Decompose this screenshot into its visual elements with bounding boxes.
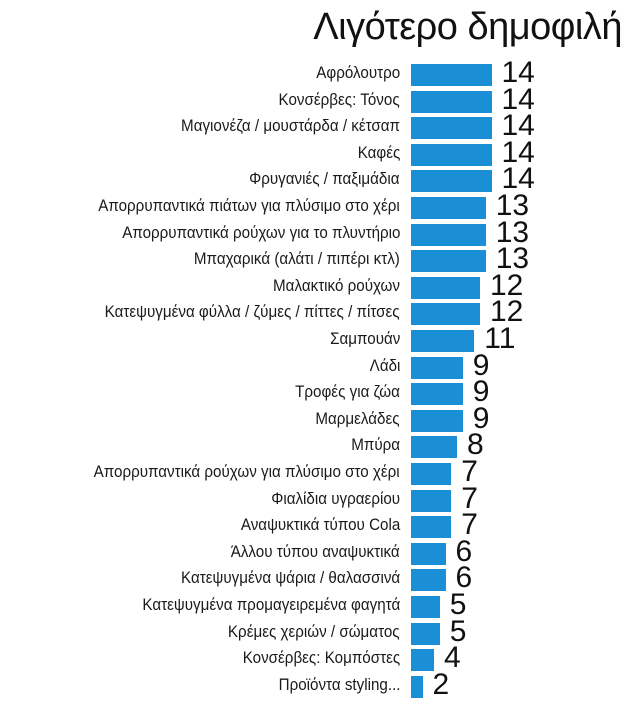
bar-row: Μαλακτικό ρούχων 12 [0, 269, 640, 301]
bar [411, 303, 480, 326]
bar-row: Κατεψυγμένα ψάρια / θαλασσινά 6 [0, 562, 640, 594]
category-label: Αφρόλουτρο [316, 64, 400, 82]
bar-row: Σαμπουάν 11 [0, 323, 640, 355]
bar-row: Αφρόλουτρο 14 [0, 57, 640, 89]
category-label: Λάδι [369, 356, 400, 375]
bar-row: Μπύρα 8 [0, 429, 640, 461]
bar [411, 330, 475, 352]
category-label: Κονσέρβες: Κομπόστες [242, 649, 400, 668]
bar-row: Μαρμελάδες 9 [0, 402, 640, 434]
value-label: 11 [484, 322, 516, 355]
value-label: 9 [472, 401, 490, 435]
value-label: 7 [461, 508, 478, 542]
category-label: Απορρυπαντικά ρούχων για το πλυντήριο [121, 223, 400, 242]
category-label: Φιαλίδια υγραερίου [271, 489, 400, 508]
bar [411, 250, 486, 273]
category-label: Προϊόντα styling... [278, 675, 400, 694]
bar [411, 622, 440, 645]
bar [411, 356, 463, 379]
value-label: 7 [461, 481, 478, 515]
value-label: 9 [472, 348, 490, 382]
bar-row: Μαγιονέζα / μουστάρδα / κέτσαπ 14 [0, 110, 640, 142]
bar [411, 436, 457, 459]
bar [411, 170, 492, 193]
category-label: Μαρμελάδες [315, 409, 400, 428]
bar-row: Προϊόντα styling... 2 [0, 668, 640, 700]
value-label: 14 [501, 162, 535, 196]
value-label: 6 [455, 561, 473, 595]
value-label: 13 [495, 215, 530, 249]
category-label: Αναψυκτικά τύπου Cola [240, 516, 400, 535]
bar-row: Απορρυπαντικά ρούχων για το πλυντήριο 13 [0, 216, 640, 248]
bar [411, 90, 492, 113]
category-label: Άλλου τύπου αναψυκτικά [231, 542, 400, 561]
value-label: 6 [455, 534, 473, 568]
bar-row: Κονσέρβες: Τόνος 14 [0, 83, 640, 115]
value-label: 8 [467, 428, 484, 462]
value-label: 14 [501, 56, 535, 89]
category-label: Μπύρα [351, 436, 400, 455]
category-label: Κατεψυγμένα φύλλα / ζύμες / πίττες / πίτ… [105, 303, 400, 322]
value-label: 12 [490, 295, 524, 329]
chart-title: Λιγότερο δημοφιλή [313, 6, 622, 48]
category-label: Τροφές για ζώα [295, 383, 400, 402]
bar [411, 143, 492, 166]
bar-row: Καφές 14 [0, 136, 640, 168]
category-label: Κατεψυγμένα ψάρια / θαλασσινά [180, 569, 400, 588]
bar-row: Τροφές για ζώα 9 [0, 376, 640, 408]
bar [411, 675, 423, 698]
bar-row: Φιαλίδια υγραερίου 7 [0, 482, 640, 514]
category-label: Απορρυπαντικά πιάτων για πλύσιμο στο χέρ… [98, 197, 400, 215]
bar-row: Μπαχαρικά (αλάτι / πιπέρι κτλ) 13 [0, 243, 640, 275]
bar-row: Κονσέρβες: Κομπόστες 4 [0, 642, 640, 674]
category-label: Καφές [357, 143, 400, 162]
value-label: 13 [495, 189, 530, 222]
category-label: Απορρυπαντικά ρούχων για πλύσιμο στο χέρ… [93, 463, 400, 481]
bar [411, 117, 492, 140]
bar [411, 64, 492, 86]
value-label: 14 [501, 82, 535, 116]
bar [411, 489, 452, 512]
bar-row: Λάδι 9 [0, 349, 640, 381]
category-label: Σαμπουάν [329, 330, 400, 348]
bar [411, 649, 434, 672]
category-label: Φρυγανιές / παξιμάδια [249, 170, 400, 189]
bar [411, 409, 463, 432]
category-label: Κρέμες χεριών / σώματος [228, 622, 400, 641]
value-label: 14 [501, 109, 535, 143]
bar [411, 516, 452, 539]
bar [411, 276, 480, 299]
category-label: Κονσέρβες: Τόνος [278, 90, 400, 109]
value-label: 5 [449, 614, 467, 648]
bar-row: Απορρυπαντικά ρούχων για πλύσιμο στο χέρ… [0, 456, 640, 488]
bar-row: Κατεψυγμένα προμαγειρεμένα φαγητά 5 [0, 589, 640, 621]
bar [411, 383, 463, 406]
bar [411, 197, 486, 219]
bar-row: Κρέμες χεριών / σώματος 5 [0, 615, 640, 647]
bar [411, 463, 452, 485]
value-label: 2 [432, 667, 450, 701]
value-label: 14 [501, 135, 535, 169]
bar [411, 569, 446, 592]
bar [411, 223, 486, 246]
value-label: 4 [444, 641, 461, 675]
category-label: Μαλακτικό ρούχων [273, 276, 400, 295]
value-label: 7 [461, 455, 478, 488]
bar [411, 596, 440, 618]
bar-row: Απορρυπαντικά πιάτων για πλύσιμο στο χέρ… [0, 190, 640, 222]
value-label: 12 [490, 268, 524, 302]
bar-row: Κατεψυγμένα φύλλα / ζύμες / πίττες / πίτ… [0, 296, 640, 328]
bar-row: Άλλου τύπου αναψυκτικά 6 [0, 535, 640, 567]
value-label: 5 [449, 588, 467, 621]
bar-row: Φρυγανιές / παξιμάδια 14 [0, 163, 640, 195]
value-label: 9 [472, 375, 490, 409]
bar-row: Αναψυκτικά τύπου Cola 7 [0, 509, 640, 541]
category-label: Μαγιονέζα / μουστάρδα / κέτσαπ [181, 117, 400, 136]
bar [411, 542, 446, 565]
value-label: 13 [495, 242, 530, 276]
category-label: Μπαχαρικά (αλάτι / πιπέρι κτλ) [194, 250, 400, 269]
category-label: Κατεψυγμένα προμαγειρεμένα φαγητά [142, 596, 400, 614]
